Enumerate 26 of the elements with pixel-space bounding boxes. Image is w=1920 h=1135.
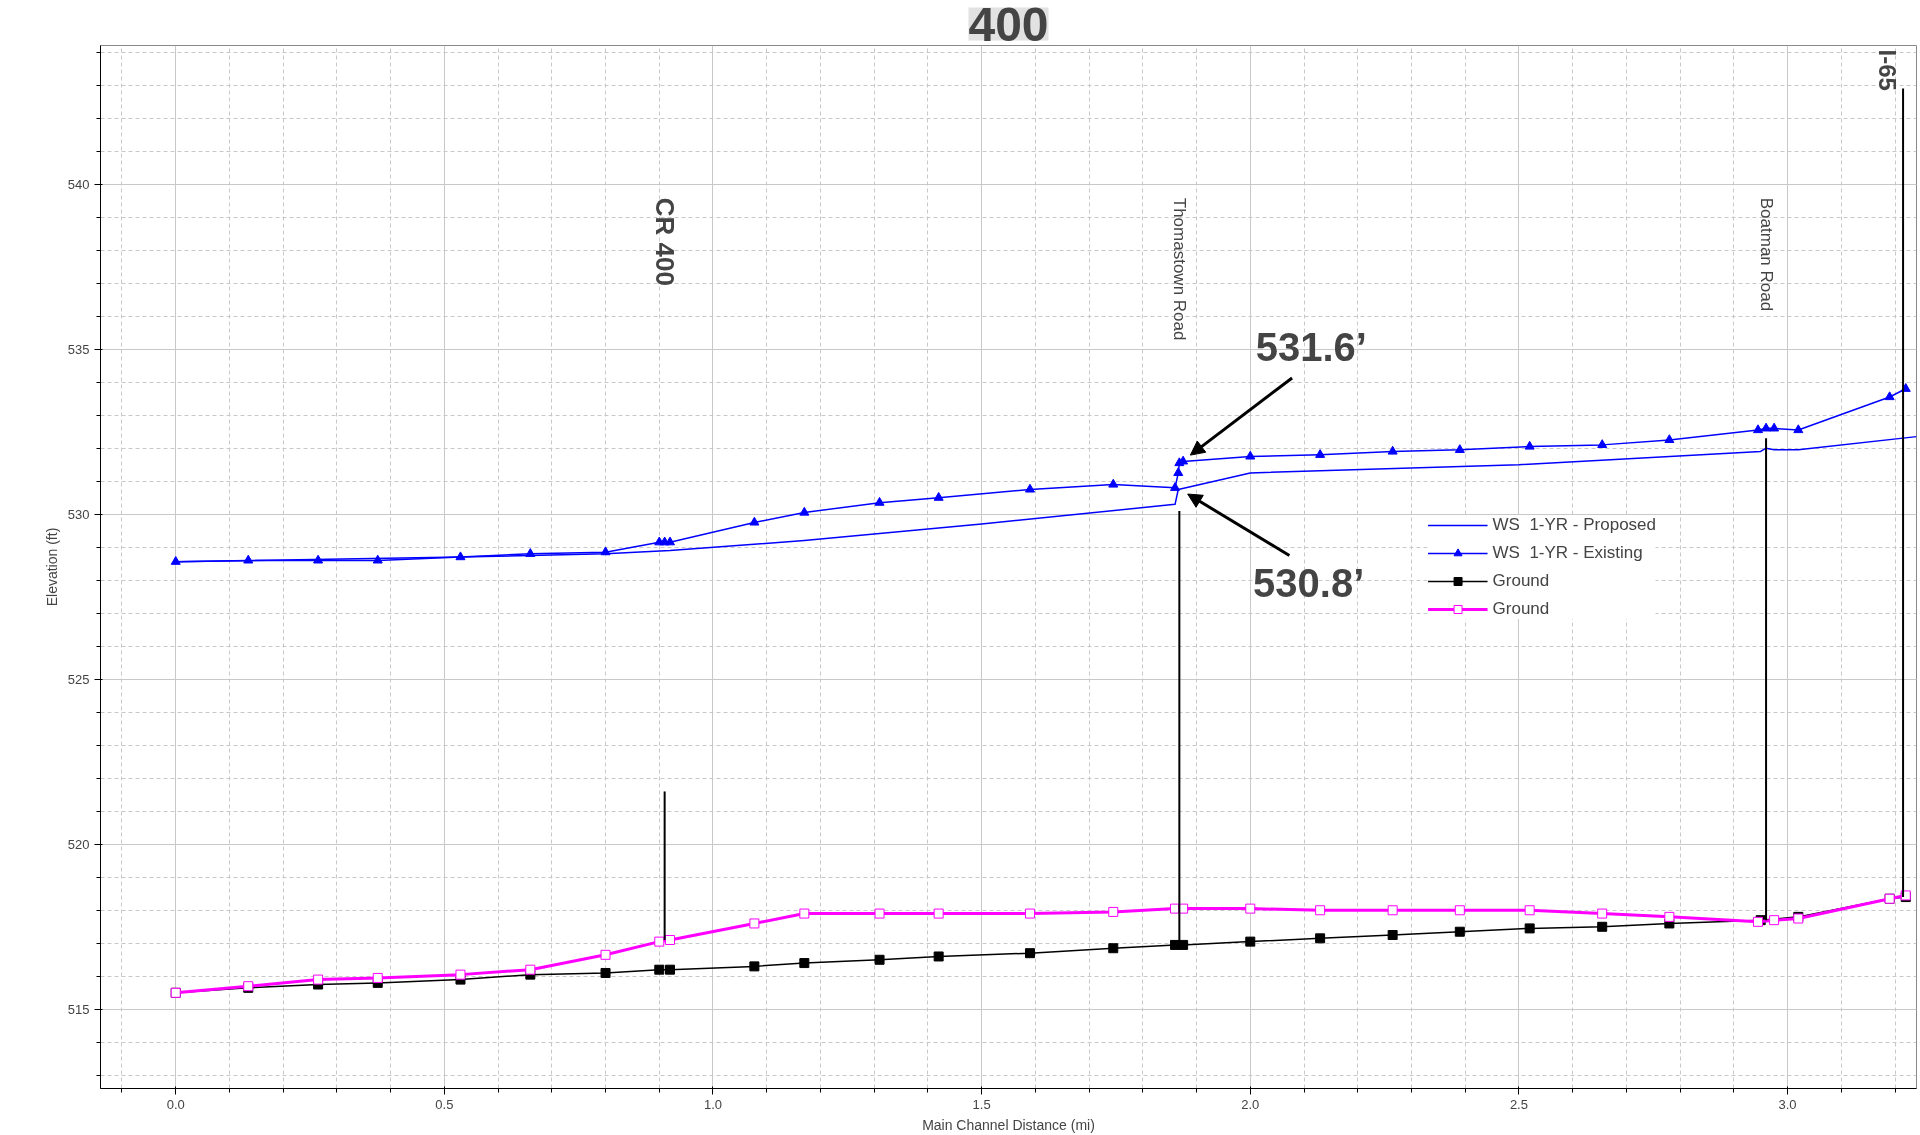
y-tick-label: 535	[67, 341, 90, 357]
y-tick-label: 525	[67, 671, 90, 687]
x-tick-label: 0.5	[435, 1096, 454, 1112]
annotation: I-65	[1873, 49, 1901, 91]
y-tick-label: 530	[67, 506, 90, 522]
x-tick-label: 1.0	[703, 1096, 723, 1112]
legend-label: WS 1-YR - Existing	[1492, 542, 1643, 563]
x-tick-label: 0.0	[166, 1096, 185, 1112]
annotation: 530.8’	[1253, 560, 1365, 605]
y-tick-label: 520	[67, 836, 90, 852]
y-tick-label: 540	[67, 176, 90, 192]
annotation: 531.6’	[1255, 324, 1367, 369]
legend-label: Ground	[1492, 598, 1550, 619]
x-tick-label: 2.0	[1241, 1096, 1260, 1112]
annotation: CR 400	[649, 197, 680, 286]
x-tick-label: 1.5	[972, 1096, 991, 1112]
chart-title: 400	[968, 0, 1049, 51]
x-axis-title: Main Channel Distance (mi)	[922, 1116, 1095, 1133]
annotation: Boatman Road	[1756, 197, 1776, 312]
x-tick-label: 3.0	[1778, 1096, 1797, 1112]
y-tick-label: 515	[67, 1001, 90, 1017]
annotation: Thomastown Road	[1169, 197, 1189, 341]
legend-label: Ground	[1492, 570, 1550, 591]
x-tick-label: 2.5	[1509, 1096, 1528, 1112]
y-axis-title: Elevation (ft)	[43, 527, 60, 607]
legend-label: WS 1-YR - Proposed	[1492, 514, 1656, 535]
